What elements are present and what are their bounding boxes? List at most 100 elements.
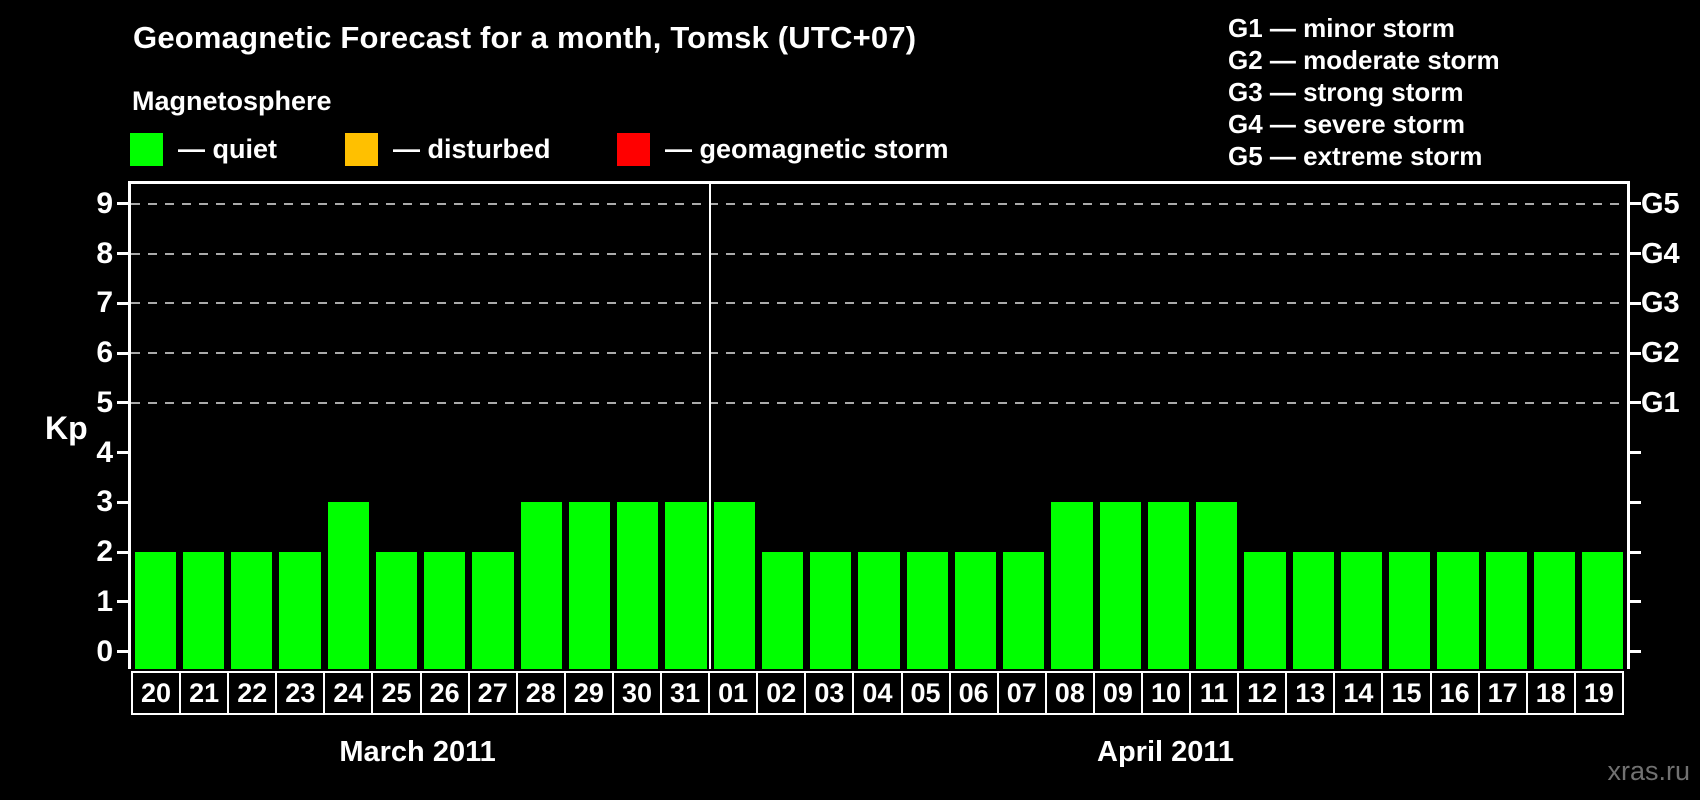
day-cell: 27	[467, 671, 518, 715]
month-separator-line	[709, 184, 712, 669]
day-cell: 03	[804, 671, 855, 715]
day-cell: 31	[660, 671, 711, 715]
g-axis-label-g5: G5	[1641, 187, 1680, 220]
kp-bar-day-14	[1340, 552, 1383, 669]
disturbed-color-swatch-icon	[345, 133, 378, 166]
kp-bar-chart-plot-area: 0 1 2 3 4 5 6 7 8 9 G1 G2 G3 G4 G5	[96, 181, 1680, 669]
right-axis-tick	[1630, 301, 1641, 305]
kp-bar-day-28	[520, 502, 562, 669]
y-tick-label: 7	[96, 286, 113, 320]
day-cell: 11	[1189, 671, 1240, 715]
right-axis-tick	[1630, 202, 1641, 206]
g-scale-item: G4 — severe storm	[1228, 109, 1466, 139]
day-cell: 16	[1429, 671, 1480, 715]
kp-bar-day-18	[1533, 552, 1576, 669]
day-cell: 09	[1092, 671, 1143, 715]
day-cell: 25	[371, 671, 422, 715]
g-scale-legend: G1 — minor storm G2 — moderate storm G3 — …	[1228, 12, 1500, 172]
left-axis-tick	[117, 351, 128, 355]
kp-bar-day-05	[906, 552, 948, 669]
day-cell: 20	[131, 671, 182, 715]
day-cell: 14	[1333, 671, 1384, 715]
day-cell: 17	[1477, 671, 1528, 715]
day-cell: 24	[323, 671, 374, 715]
day-cell: 22	[227, 671, 278, 715]
left-axis-tick	[117, 252, 128, 256]
legend-item-geomagnetic-storm: — geomagnetic storm	[617, 133, 949, 166]
kp-bar-day-31	[665, 502, 707, 669]
g-scale-item: G5 — extreme storm	[1228, 141, 1483, 171]
g-scale-item: G1 — minor storm	[1228, 13, 1455, 43]
left-axis-tick	[117, 650, 128, 654]
kp-bar-day-02	[761, 552, 804, 669]
kp-bar-day-23	[279, 552, 321, 669]
day-cell: 08	[1044, 671, 1095, 715]
day-cell: 18	[1525, 671, 1576, 715]
kp-bar-day-08	[1051, 502, 1093, 669]
kp-bar-day-07	[1003, 552, 1045, 669]
kp-bar-day-19	[1582, 552, 1624, 669]
grid-line-kp-8	[131, 252, 1627, 255]
kp-bar-day-10	[1147, 502, 1190, 669]
legend-item-label: — geomagnetic storm	[665, 134, 949, 164]
day-cell: 29	[563, 671, 614, 715]
kp-bar-day-06	[954, 552, 997, 669]
grid-line-kp-5	[131, 401, 1627, 404]
y-tick-label: 8	[96, 236, 113, 270]
y-tick-label: 2	[96, 535, 113, 569]
y-tick-label: 6	[96, 336, 113, 370]
y-tick-label: 4	[96, 435, 113, 469]
right-axis-tick	[1630, 600, 1641, 604]
kp-bar-day-11	[1196, 502, 1238, 669]
left-axis-tick	[117, 550, 128, 554]
day-cell: 05	[900, 671, 951, 715]
day-cell: 04	[852, 671, 903, 715]
day-cell: 15	[1381, 671, 1432, 715]
month-label: April 2011	[1097, 736, 1235, 768]
right-axis-tick	[1630, 550, 1641, 554]
kp-bar-day-21	[182, 552, 224, 669]
day-cell: 21	[179, 671, 230, 715]
kp-bar-day-04	[858, 552, 900, 669]
day-cell: 10	[1140, 671, 1192, 715]
day-cell: 30	[611, 671, 663, 715]
day-cell: 06	[948, 671, 999, 715]
left-axis-tick	[117, 301, 128, 305]
geomagnetic-storm-color-swatch-icon	[617, 133, 650, 166]
g-axis-label-g1: G1	[1641, 386, 1680, 419]
quiet-color-swatch-icon	[130, 133, 163, 166]
kp-bar-day-27	[472, 552, 514, 669]
left-axis-tick	[117, 600, 128, 604]
y-tick-label: 9	[96, 186, 113, 220]
g-scale-item: G2 — moderate storm	[1228, 45, 1500, 75]
left-axis-tick	[117, 401, 128, 405]
left-axis-tick	[117, 451, 128, 455]
legend-item-disturbed: — disturbed	[345, 133, 551, 166]
kp-bar-day-16	[1437, 552, 1479, 669]
kp-bar-day-09	[1099, 502, 1141, 669]
kp-bar-day-30	[617, 502, 659, 669]
grid-line-kp-7	[131, 302, 1627, 305]
y-tick-label: 3	[96, 485, 113, 519]
grid-line-kp-6	[131, 352, 1627, 355]
month-label: March 2011	[339, 736, 496, 768]
day-cell: 13	[1285, 671, 1336, 715]
right-axis-tick	[1630, 451, 1641, 455]
g-axis-label-g4: G4	[1641, 237, 1680, 270]
kp-bar-day-22	[231, 552, 273, 669]
right-axis-tick	[1630, 500, 1641, 504]
kp-bar-day-20	[134, 552, 176, 669]
kp-bar-day-03	[810, 552, 852, 669]
kp-bar-day-26	[424, 552, 466, 669]
legend-item-label: — quiet	[178, 134, 277, 164]
y-axis-title: Kp	[45, 410, 88, 446]
kp-bar-day-25	[375, 552, 418, 669]
kp-bar-day-24	[327, 502, 369, 669]
day-cell: 07	[996, 671, 1047, 715]
day-cell: 23	[275, 671, 326, 715]
y-tick-label: 0	[96, 634, 113, 668]
legend-title: Magnetosphere	[132, 86, 332, 116]
page-title: Geomagnetic Forecast for a month, Tomsk …	[133, 20, 917, 55]
y-tick-label: 1	[96, 584, 113, 618]
kp-bar-day-29	[568, 502, 611, 669]
